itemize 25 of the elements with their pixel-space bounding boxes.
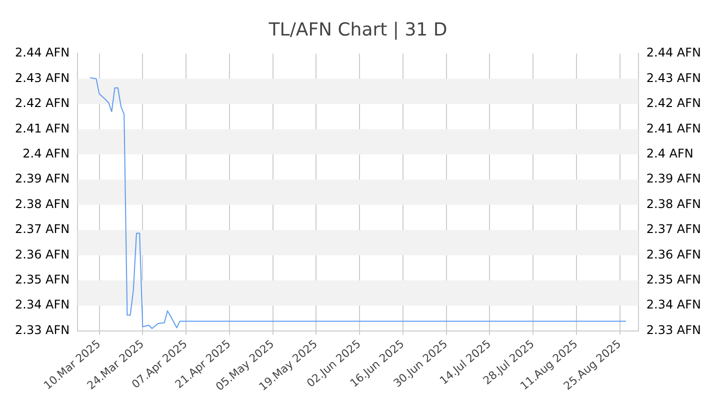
- y2-tick-label: 2.41 AFN: [646, 121, 702, 136]
- y2-tick-label: 2.34 AFN: [646, 298, 702, 312]
- y2-tick-label: 2.4 AFN: [646, 146, 694, 161]
- y-tick-label: 2.4 AFN: [22, 146, 70, 161]
- y2-tick-label: 2.35 AFN: [646, 272, 702, 287]
- y2-tick-label: 2.33 AFN: [646, 322, 702, 337]
- y-tick-label: 2.33 AFN: [14, 322, 70, 337]
- y2-tick-label: 2.39 AFN: [646, 172, 702, 186]
- y2-tick-label: 2.36 AFN: [646, 247, 702, 262]
- y2-tick-label: 2.44 AFN: [646, 46, 702, 60]
- y-tick-label: 2.43 AFN: [14, 70, 70, 85]
- y-tick-label: 2.41 AFN: [14, 121, 70, 136]
- y-tick-label: 2.36 AFN: [14, 247, 70, 262]
- y-tick-label: 2.34 AFN: [14, 298, 70, 312]
- y2-tick-label: 2.42 AFN: [646, 96, 702, 110]
- y-tick-label: 2.38 AFN: [14, 196, 70, 211]
- y2-tick-label: 2.37 AFN: [646, 222, 702, 236]
- y-tick-label: 2.37 AFN: [14, 222, 70, 236]
- y2-tick-label: 2.43 AFN: [646, 70, 702, 85]
- y2-tick-label: 2.38 AFN: [646, 196, 702, 211]
- y-tick-label: 2.39 AFN: [14, 172, 70, 186]
- y-tick-label: 2.44 AFN: [14, 46, 70, 60]
- y-tick-label: 2.35 AFN: [14, 272, 70, 287]
- chart-title: TL/AFN Chart | 31 D: [268, 19, 448, 40]
- y-tick-label: 2.42 AFN: [14, 96, 70, 110]
